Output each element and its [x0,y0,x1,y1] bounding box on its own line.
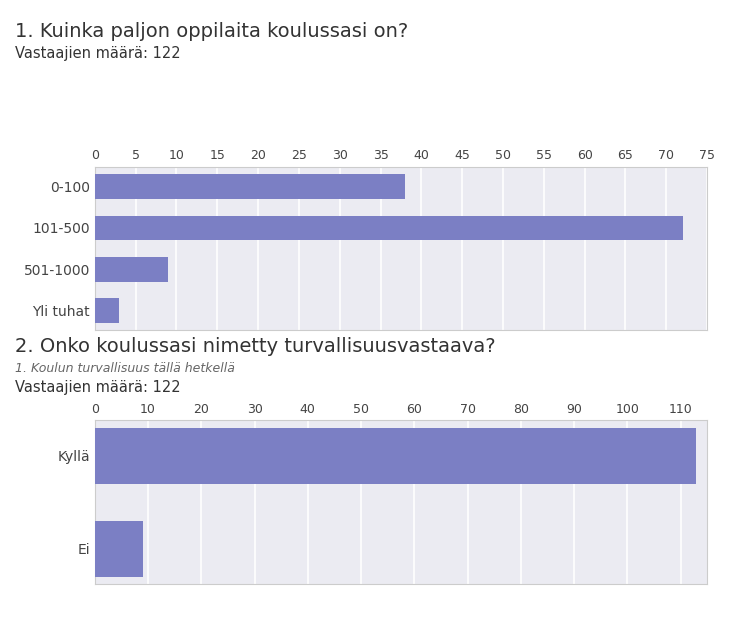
Text: Vastaajien määrä: 122: Vastaajien määrä: 122 [15,380,180,395]
Text: 2. Onko koulussasi nimetty turvallisuusvastaava?: 2. Onko koulussasi nimetty turvallisuusv… [15,337,495,356]
Bar [95,174,405,199]
Bar [95,428,696,484]
Text: 1. Kuinka paljon oppilaita koulussasi on?: 1. Kuinka paljon oppilaita koulussasi on… [15,22,408,41]
Text: 1. Koulun turvallisuus tällä hetkellä: 1. Koulun turvallisuus tällä hetkellä [15,362,235,375]
Bar [95,521,143,577]
Bar [95,216,682,240]
Bar [95,257,168,282]
Bar [95,298,120,323]
Text: Vastaajien määrä: 122: Vastaajien määrä: 122 [15,46,180,61]
